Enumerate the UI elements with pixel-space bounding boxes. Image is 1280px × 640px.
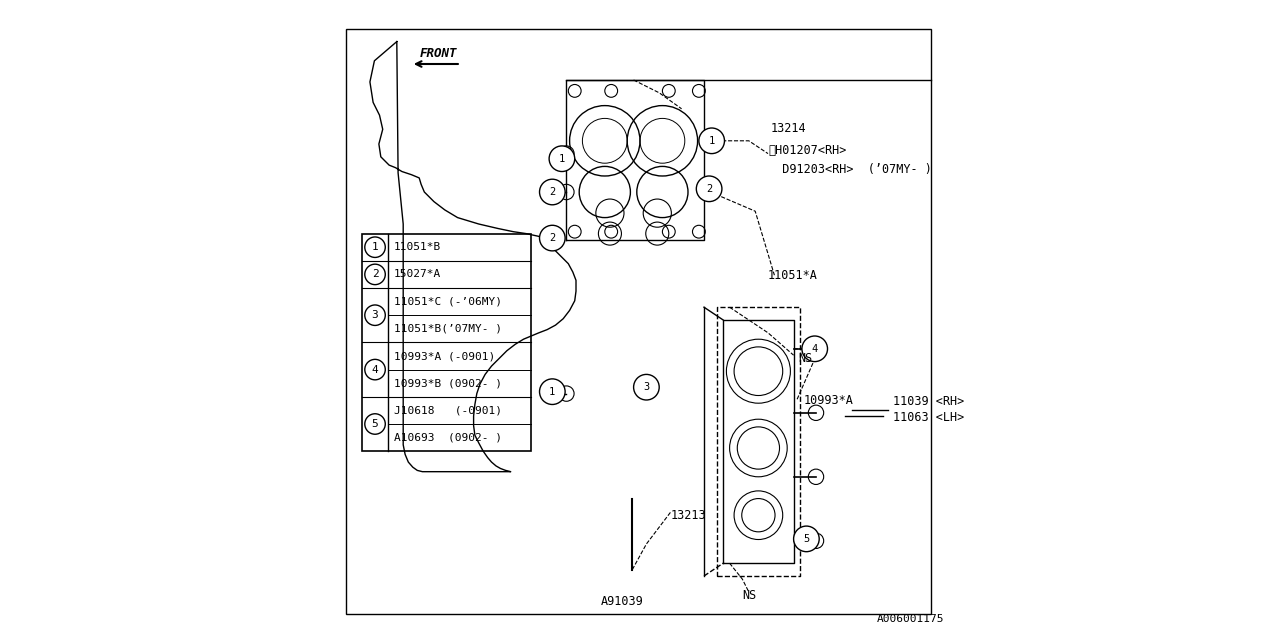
Text: ①H01207<RH>: ①H01207<RH> [768,144,846,157]
Bar [362,234,531,451]
Text: 10993*A (-0901): 10993*A (-0901) [394,351,495,361]
Text: 5: 5 [804,534,809,544]
Text: A10693  (0902- ): A10693 (0902- ) [394,433,502,443]
Text: 2: 2 [707,184,712,194]
Text: NS: NS [799,352,813,365]
Circle shape [540,379,564,404]
Circle shape [549,146,575,172]
Text: 13214: 13214 [771,122,806,134]
Text: 11051*A: 11051*A [768,269,818,282]
Text: 1: 1 [559,154,564,164]
Circle shape [365,237,385,257]
Circle shape [365,264,385,285]
Circle shape [365,305,385,326]
Circle shape [699,128,724,154]
Text: 10993*B (0902- ): 10993*B (0902- ) [394,378,502,388]
Text: A006001175: A006001175 [877,614,945,624]
Text: 4: 4 [371,365,379,374]
Text: 3: 3 [371,310,379,320]
Text: 1: 1 [549,387,556,397]
Text: FRONT: FRONT [420,47,457,60]
Circle shape [540,179,564,205]
Text: 1: 1 [371,242,379,252]
Text: 5: 5 [371,419,379,429]
Text: 3: 3 [644,382,649,392]
Text: A91039: A91039 [600,595,643,608]
Text: 2: 2 [549,187,556,197]
Text: 15027*A: 15027*A [394,269,440,280]
Text: J10618   (-0901): J10618 (-0901) [394,405,502,415]
Text: 2: 2 [549,233,556,243]
Circle shape [801,336,828,362]
Circle shape [540,225,564,251]
Text: 11063 <LH>: 11063 <LH> [893,411,964,424]
Text: 1: 1 [709,136,714,146]
Circle shape [794,526,819,552]
Text: NS: NS [742,589,756,602]
Text: 13213: 13213 [671,509,707,522]
Text: 11051*C (-’06MY): 11051*C (-’06MY) [394,296,502,307]
Circle shape [365,360,385,380]
Circle shape [696,176,722,202]
Circle shape [365,414,385,435]
Text: 4: 4 [812,344,818,354]
Text: 11051*B(’07MY- ): 11051*B(’07MY- ) [394,324,502,334]
Text: 10993*A: 10993*A [804,394,852,406]
Text: 2: 2 [371,269,379,280]
Text: 11039 <RH>: 11039 <RH> [893,395,964,408]
Text: D91203<RH>  (’07MY- ): D91203<RH> (’07MY- ) [768,163,932,176]
Circle shape [634,374,659,400]
Text: 11051*B: 11051*B [394,242,440,252]
